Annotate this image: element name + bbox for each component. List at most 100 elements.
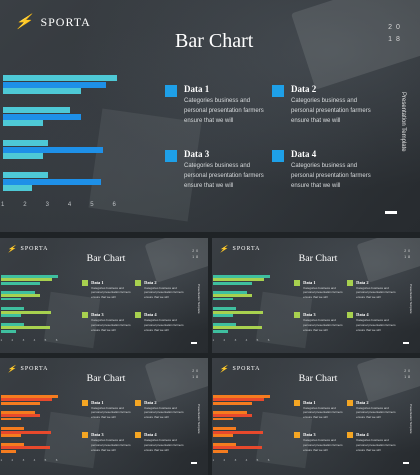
brand-name: SPORTA xyxy=(232,365,261,372)
slide-marker xyxy=(385,211,397,214)
x-tick-label: 4 xyxy=(67,202,72,208)
brand-name: SPORTA xyxy=(232,245,261,252)
data-marker-2 xyxy=(272,85,284,97)
x-tick-label: 3 xyxy=(45,202,49,208)
bar-g3-s3 xyxy=(1,313,22,317)
brand-name: SPORTA xyxy=(40,15,91,29)
bar-g3-s1 xyxy=(1,307,24,311)
bar-g4-s1 xyxy=(1,443,24,447)
bar-g3-s1 xyxy=(1,427,24,431)
data-marker-3 xyxy=(293,312,300,319)
bar-g4-s1 xyxy=(213,443,236,447)
x-tick-label: 3 xyxy=(22,458,25,463)
data-marker-4 xyxy=(272,150,284,162)
page-title: Bar Chart xyxy=(86,252,126,264)
x-tick-label: 6 xyxy=(267,338,270,343)
data-label-4: Data 4 xyxy=(144,431,157,437)
bar-g4-s3 xyxy=(1,449,16,453)
year-label: 2018 xyxy=(192,368,200,379)
data-label-3: Data 3 xyxy=(303,431,316,437)
data-marker-3 xyxy=(81,432,88,439)
x-tick-label: 4 xyxy=(245,458,248,463)
bar-g3-s3 xyxy=(213,313,234,317)
data-desc-4: Categories business and personal present… xyxy=(144,317,184,332)
bar-g3-s1 xyxy=(213,307,236,311)
year-label: 2018 xyxy=(388,24,404,43)
data-desc-1: Categories business and personal present… xyxy=(91,285,131,300)
bar-g3-s2 xyxy=(213,430,264,434)
data-marker-4 xyxy=(346,432,353,439)
data-marker-4 xyxy=(134,312,141,319)
bar-g1-s3 xyxy=(213,281,253,285)
data-label-1: Data 1 xyxy=(184,84,210,94)
bar-g2-s3 xyxy=(213,297,234,301)
bar-g4-s3 xyxy=(3,185,32,192)
bar-g2-s1 xyxy=(1,410,35,414)
bar-g1-s3 xyxy=(213,401,253,405)
data-desc-1: Categories business and personal present… xyxy=(91,405,131,420)
data-label-4: Data 4 xyxy=(356,431,369,437)
bar-g3-s2 xyxy=(3,146,104,153)
thumb-green-2: ⚡ SPORTA Bar Chart 2018 Presentation Templat… xyxy=(212,238,420,353)
brand-logo: ⚡ SPORTA xyxy=(218,365,261,373)
x-tick-label: 1 xyxy=(0,458,3,463)
brand-logo: ⚡ SPORTA xyxy=(6,365,49,373)
x-tick-label: 6 xyxy=(267,458,270,463)
slide-marker xyxy=(190,342,197,344)
x-tick-label: 2 xyxy=(223,458,226,463)
data-desc-2: Categories business and personal present… xyxy=(356,285,396,300)
data-desc-1: Categories business and personal present… xyxy=(303,285,343,300)
bar-g3-s1 xyxy=(213,427,236,431)
bar-g1-s1 xyxy=(3,75,117,81)
data-desc-4: Categories business and personal present… xyxy=(356,437,396,452)
bar-g2-s1 xyxy=(213,290,247,294)
data-marker-3 xyxy=(293,432,300,439)
bar-g1-s2 xyxy=(213,398,265,402)
brand-logo: ⚡ SPORTA xyxy=(13,14,91,31)
data-label-2: Data 2 xyxy=(144,399,157,405)
slide-marker xyxy=(190,462,197,464)
x-tick-label: 1 xyxy=(212,458,215,463)
x-tick-label: 1 xyxy=(1,202,5,208)
data-label-2: Data 2 xyxy=(291,84,317,94)
bar-g4-s1 xyxy=(1,323,24,327)
bar-g2-s1 xyxy=(213,410,247,414)
page-title: Bar Chart xyxy=(298,372,338,384)
x-tick-label: 3 xyxy=(234,458,237,463)
bar-g1-s3 xyxy=(3,88,82,95)
data-marker-1 xyxy=(81,400,88,407)
bar-g1-s2 xyxy=(1,278,53,282)
bar-g1-s1 xyxy=(1,275,58,279)
bar-g4-s2 xyxy=(213,446,263,450)
x-tick-label: 1 xyxy=(0,338,3,343)
data-desc-2: Categories business and personal present… xyxy=(291,98,371,124)
data-marker-2 xyxy=(346,280,353,287)
bar-g1-s2 xyxy=(3,81,106,88)
bar-g3-s2 xyxy=(1,310,52,314)
data-label-1: Data 1 xyxy=(303,399,316,405)
bar-g3-s2 xyxy=(1,430,52,434)
slide-marker xyxy=(402,462,409,464)
x-tick-label: 5 xyxy=(256,458,259,463)
x-tick-label: 6 xyxy=(112,202,116,208)
bar-g2-s2 xyxy=(3,113,82,120)
x-tick-label: 5 xyxy=(44,458,47,463)
bar-g1-s3 xyxy=(1,281,41,285)
bar-g3-s3 xyxy=(3,153,44,160)
bar-chart: 1 2 3 4 5 6 xyxy=(0,0,420,232)
bar-g4-s2 xyxy=(1,446,51,450)
data-label-3: Data 3 xyxy=(91,311,104,317)
x-tick-label: 2 xyxy=(11,458,14,463)
x-tick-label: 4 xyxy=(33,338,36,343)
x-tick-label: 5 xyxy=(44,338,47,343)
bar-g3-s1 xyxy=(3,140,48,146)
data-label-4: Data 4 xyxy=(356,311,369,317)
brand-name: SPORTA xyxy=(20,245,49,252)
data-marker-4 xyxy=(346,312,353,319)
data-desc-1: Categories business and personal present… xyxy=(303,405,343,420)
x-tick-label: 3 xyxy=(22,338,25,343)
bar-chart: 1 2 3 4 5 6 xyxy=(212,358,420,475)
bar-g2-s1 xyxy=(3,107,70,113)
bar-g2-s1 xyxy=(1,290,35,294)
data-desc-2: Categories business and personal present… xyxy=(144,405,184,420)
